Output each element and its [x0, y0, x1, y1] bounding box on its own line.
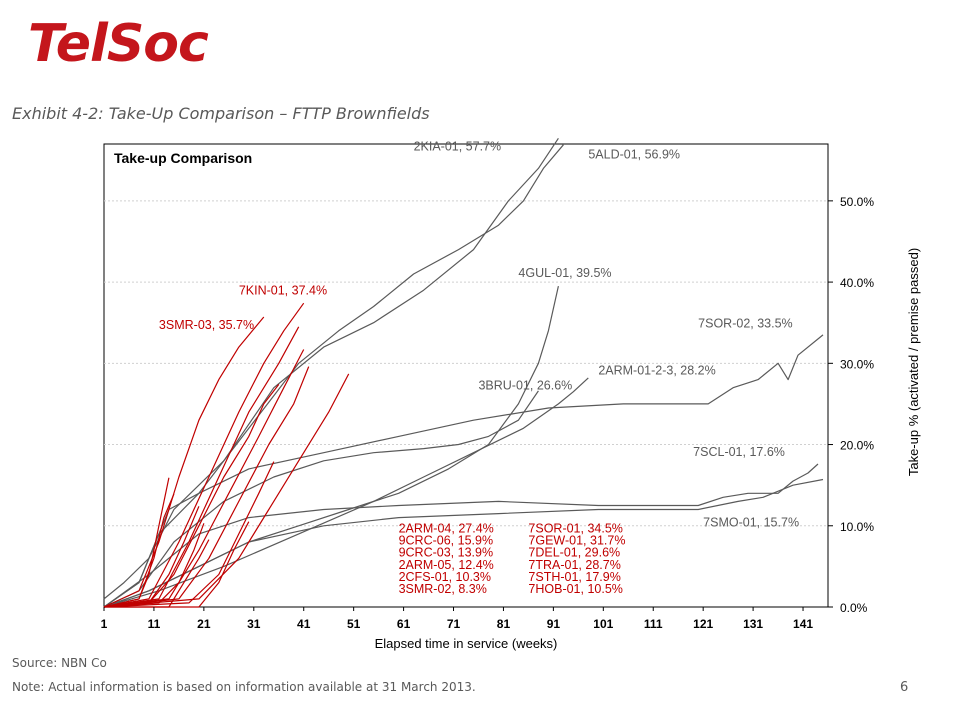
source-note: Source: NBN Co	[12, 656, 107, 670]
series-line-7scl-01-17-6	[103, 463, 819, 608]
telsoc-logo: TelSoc	[28, 14, 209, 74]
x-tick-label: 141	[793, 617, 813, 631]
series-label-3smr-03-35-7: 3SMR-03, 35.7%	[159, 318, 254, 332]
series-label-9crc-03-13-9: 9CRC-03, 13.9%	[399, 546, 494, 560]
footnote: Note: Actual information is based on inf…	[12, 680, 476, 694]
series-label-2arm-01-2-3-28-2: 2ARM-01-2-3, 28.2%	[598, 364, 715, 378]
series-label-2kia-01-57-7: 2KIA-01, 57.7%	[414, 139, 502, 153]
series-label-3bru-01-26-6: 3BRU-01, 26.6%	[478, 378, 572, 392]
series-line-7sth-01-17-9	[103, 461, 275, 608]
x-tick-label: 131	[743, 617, 763, 631]
series-label-2arm-05-12-4: 2ARM-05, 12.4%	[399, 558, 494, 572]
series-line-9crc-03-13-9	[103, 493, 175, 608]
series-line-5ald-01-56-9	[103, 144, 564, 608]
x-tick-label: 21	[197, 617, 211, 631]
y-tick-label: 10.0%	[840, 520, 874, 534]
y-tick-label: 20.0%	[840, 439, 874, 453]
series-line-7hob-01-10-5	[104, 521, 250, 608]
y-axis-label: Take-up % (activated / premise passed)	[906, 248, 921, 476]
x-tick-label: 121	[693, 617, 713, 631]
series-label-7scl-01-17-6: 7SCL-01, 17.6%	[693, 445, 785, 459]
series-label-7gew-01-31-7: 7GEW-01, 31.7%	[528, 533, 625, 547]
series-line-7gew-01-31-7	[103, 349, 305, 608]
x-tick-label: 111	[644, 617, 663, 631]
x-tick-label: 1	[101, 617, 108, 631]
series-line-7sor-02-33-5	[103, 334, 824, 608]
series-label-7sor-01-34-5: 7SOR-01, 34.5%	[528, 521, 623, 535]
series-layer	[103, 137, 824, 608]
y-tick-label: 40.0%	[840, 276, 874, 290]
chart-title: Take-up Comparison	[114, 150, 252, 166]
series-label-7hob-01-10-5: 7HOB-01, 10.5%	[528, 582, 623, 596]
series-line-7del-01-29-6	[103, 366, 310, 608]
x-tick-label: 91	[547, 617, 561, 631]
series-line-2arm-01-2-3-28-2	[103, 377, 589, 608]
page-number: 6	[900, 680, 909, 695]
y-tick-label: 30.0%	[840, 357, 874, 371]
series-line-3bru-01-26-6	[103, 390, 539, 608]
annotation-layer: 2KIA-01, 57.7% 5ALD-01, 56.9% 4GUL-01, 39.…	[159, 139, 799, 596]
series-label-2arm-04-27-4: 2ARM-04, 27.4%	[399, 521, 494, 535]
series-label-7del-01-29-6: 7DEL-01, 29.6%	[528, 546, 620, 560]
y-tick-label: 0.0%	[840, 601, 868, 615]
series-label-5ald-01-56-9: 5ALD-01, 56.9%	[588, 148, 680, 162]
y-tick-label: 50.0%	[840, 195, 874, 209]
x-tick-label: 61	[397, 617, 411, 631]
series-line-7sor-01-34-5	[103, 326, 300, 608]
series-line-7smo-01-15-7	[103, 478, 824, 608]
series-label-7sor-02-33-5: 7SOR-02, 33.5%	[698, 317, 793, 331]
x-tick-label: 81	[497, 617, 511, 631]
x-tick-label: 71	[447, 617, 461, 631]
axis-layer: 0.0%10.0%20.0%30.0%40.0%50.0%1 11 21 31 41 51…	[101, 195, 875, 631]
x-axis-label: Elapsed time in service (weeks)	[375, 636, 558, 651]
x-tick-label: 101	[593, 617, 613, 631]
plot-frame	[103, 143, 829, 608]
series-label-7smo-01-15-7: 7SMO-01, 15.7%	[703, 516, 799, 530]
series-label-7sth-01-17-9: 7STH-01, 17.9%	[528, 570, 620, 584]
series-line-7kin-01-37-4	[103, 302, 305, 608]
x-tick-label: 51	[347, 617, 361, 631]
series-label-4gul-01-39-5: 4GUL-01, 39.5%	[518, 266, 611, 280]
x-tick-label: 11	[148, 617, 161, 631]
series-label-7kin-01-37-4: 7KIN-01, 37.4%	[239, 283, 327, 297]
series-line-7tra-01-28-7	[103, 373, 350, 608]
x-tick-label: 41	[297, 617, 311, 631]
series-line-2arm-04-27-4	[103, 384, 280, 608]
series-label-7tra-01-28-7: 7TRA-01, 28.7%	[528, 558, 620, 572]
x-tick-label: 31	[247, 617, 261, 631]
series-line-3smr-03-35-7	[103, 316, 265, 608]
series-label-9crc-06-15-9: 9CRC-06, 15.9%	[399, 533, 494, 547]
exhibit-title: Exhibit 4-2: Take-Up Comparison – FTTP B…	[12, 104, 430, 123]
series-label-3smr-02-8-3: 3SMR-02, 8.3%	[399, 582, 487, 596]
series-label-2cfs-01-10-3: 2CFS-01, 10.3%	[399, 570, 491, 584]
